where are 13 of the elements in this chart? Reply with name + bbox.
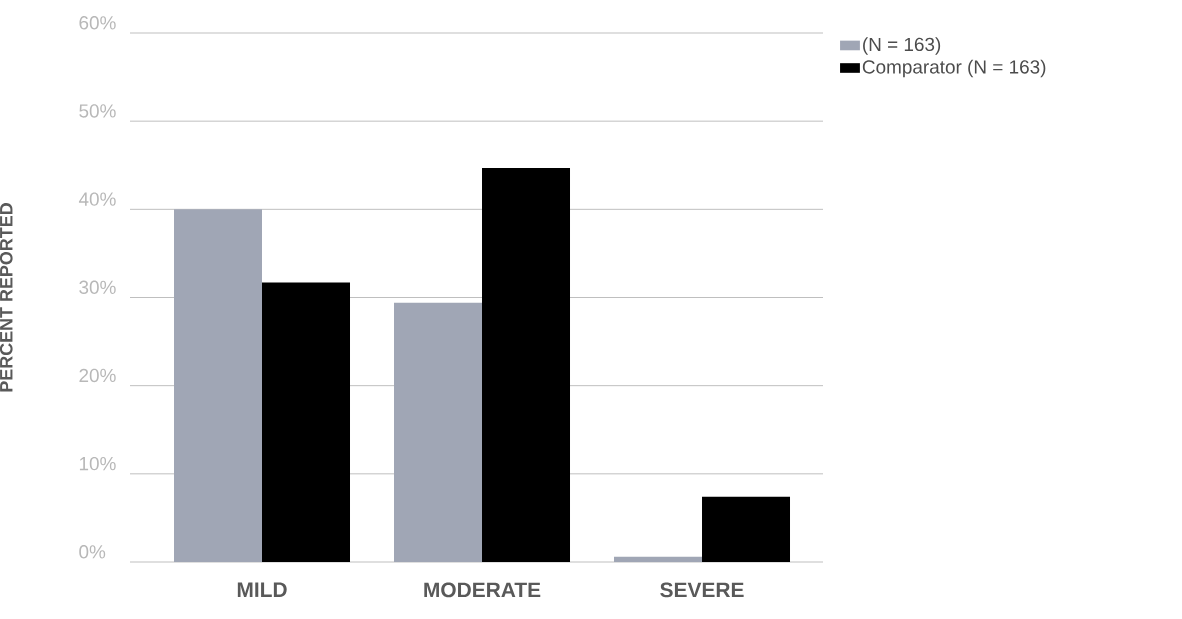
- legend-label: (N = 163): [863, 37, 941, 55]
- x-tick-label: MILD: [237, 582, 287, 597]
- y-tick-label: 30%: [79, 280, 116, 294]
- y-tick-label: 10%: [79, 456, 116, 471]
- x-tick-label: MODERATE: [424, 582, 541, 598]
- y-tick-label: 60%: [79, 16, 116, 30]
- legend-label: Comparator (N = 163): [862, 59, 1046, 78]
- x-tick-label: SEVERE: [660, 582, 744, 598]
- y-tick-label: 20%: [79, 368, 116, 383]
- y-tick-label: 40%: [78, 192, 116, 206]
- y-tick-label: 50%: [79, 104, 116, 118]
- y-axis-title: PERCENT REPORTED: [0, 203, 13, 392]
- y-tick-label: 0%: [79, 545, 106, 559]
